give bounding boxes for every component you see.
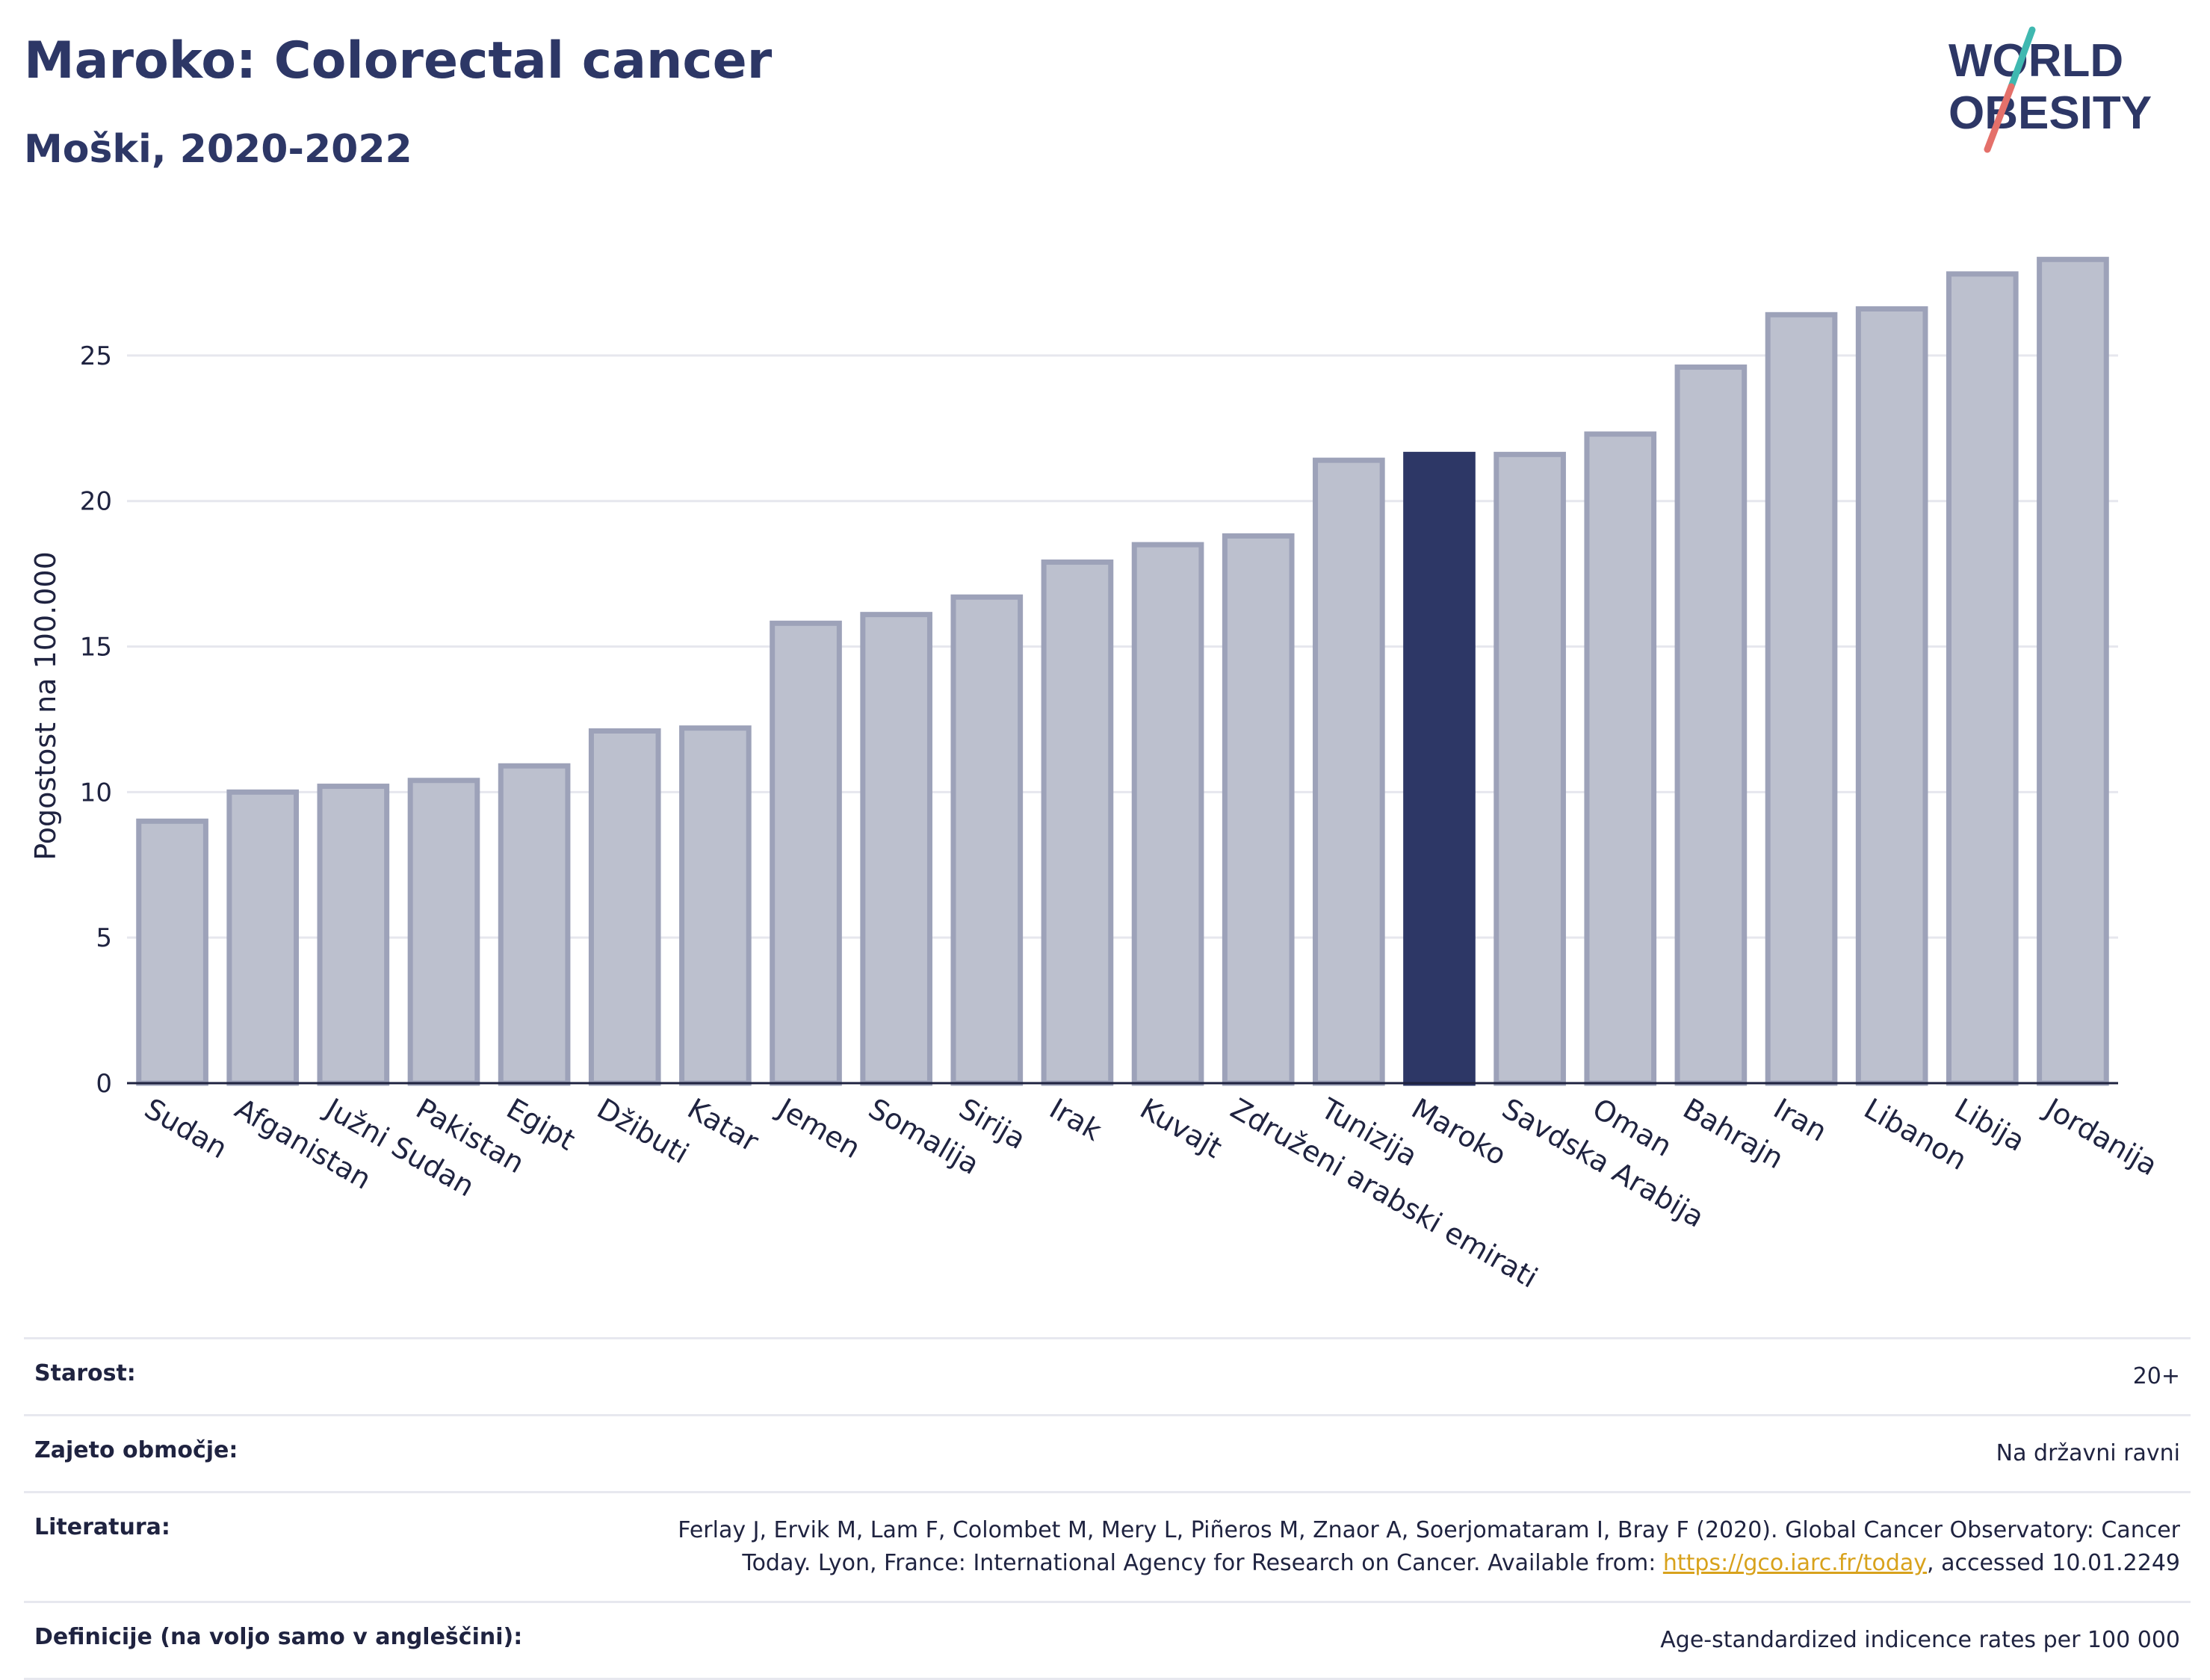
reference-link[interactable]: https://gco.iarc.fr/today (1662, 1550, 1928, 1576)
meta-label: Definicije (na voljo samo v angleščini): (34, 1624, 523, 1650)
x-tick-label: Džibuti (592, 1092, 695, 1171)
bar (317, 784, 390, 1086)
bar-highlight (1403, 451, 1476, 1086)
bar (407, 778, 480, 1086)
reference-text-post: , accessed 10.01.2249 (1927, 1550, 2180, 1576)
bar (1041, 560, 1114, 1086)
bar (226, 789, 300, 1086)
meta-row-coverage: Zajeto območje: Na državni ravni (24, 1414, 2191, 1491)
bar (2037, 256, 2109, 1086)
meta-value: Age-standardized indicence rates per 100… (1660, 1627, 2180, 1653)
logo-line2: OBESITY (1949, 87, 2152, 139)
bar (1855, 306, 1928, 1086)
x-tick-label: Maroko (1406, 1092, 1512, 1172)
meta-value: 20+ (2132, 1363, 2180, 1389)
bar (1494, 451, 1566, 1086)
y-tick-label: 20 (80, 487, 112, 517)
bar (1313, 457, 1385, 1086)
bar (1584, 431, 1657, 1086)
page-title: Maroko: Colorectal cancer (24, 31, 773, 90)
x-tick-label: Jordanija (2038, 1091, 2163, 1182)
bar (860, 612, 932, 1086)
meta-value: Na državni ravni (1996, 1440, 2180, 1466)
bar (1674, 364, 1748, 1086)
y-tick-label: 10 (80, 778, 112, 808)
logo-slash-teal (2008, 26, 2036, 90)
metadata-table: Starost: 20+ Zajeto območje: Na državni … (24, 1337, 2191, 1680)
y-tick-label: 5 (96, 923, 112, 953)
x-tick-label: Irak (1044, 1092, 1106, 1147)
meta-label: Starost: (34, 1360, 136, 1386)
bar (1946, 271, 2019, 1086)
bar (770, 620, 842, 1086)
bar (1765, 311, 1838, 1086)
x-tick-label: Sudan (139, 1092, 233, 1165)
bar (588, 728, 661, 1086)
bar (950, 594, 1024, 1086)
y-tick-label: 0 (96, 1069, 112, 1099)
logo-line1: WORLD (1949, 35, 2123, 87)
bar (679, 725, 752, 1086)
bar (498, 763, 571, 1086)
meta-row-reference: Literatura: Ferlay J, Ervik M, Lam F, Co… (24, 1491, 2191, 1601)
meta-row-definitions: Definicije (na voljo samo v angleščini):… (24, 1601, 2191, 1680)
x-tick-label: Kuvajt (1135, 1092, 1228, 1165)
x-tick-label: Jemen (771, 1091, 866, 1165)
reference-text: Ferlay J, Ervik M, Lam F, Colombet M, Me… (641, 1514, 2180, 1580)
y-tick-label: 25 (80, 341, 112, 371)
bar (1131, 542, 1204, 1086)
bar (136, 818, 208, 1086)
meta-row-age: Starost: 20+ (24, 1337, 2191, 1414)
x-tick-label: Libanon (1859, 1092, 1972, 1177)
meta-label: Zajeto območje: (34, 1437, 238, 1463)
page-subtitle: Moški, 2020-2022 (24, 127, 412, 172)
meta-label: Literatura: (34, 1514, 170, 1540)
bar (1222, 533, 1295, 1086)
y-tick-label: 15 (80, 633, 112, 663)
world-obesity-logo: WORLD OBESITY (1949, 26, 2152, 153)
reference-text-pre: Ferlay J, Ervik M, Lam F, Colombet M, Me… (678, 1517, 2180, 1576)
y-axis-label: Pogostost na 100.000 (29, 551, 62, 861)
x-tick-label: Bahrajn (1677, 1092, 1789, 1176)
x-tick-label: Katar (682, 1092, 764, 1159)
logo-slash-red (1984, 83, 2015, 153)
